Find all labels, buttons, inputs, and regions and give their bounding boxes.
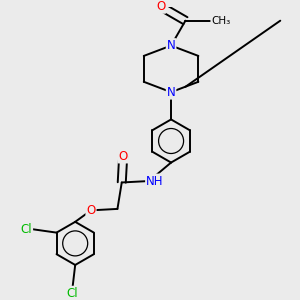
Text: CH₃: CH₃	[211, 16, 230, 26]
Text: NH: NH	[146, 175, 164, 188]
Text: N: N	[167, 39, 176, 52]
Text: Cl: Cl	[67, 287, 78, 300]
Text: O: O	[118, 149, 128, 163]
Text: Cl: Cl	[20, 223, 32, 236]
Text: N: N	[167, 85, 176, 99]
Text: O: O	[86, 204, 96, 217]
Text: O: O	[156, 0, 165, 13]
